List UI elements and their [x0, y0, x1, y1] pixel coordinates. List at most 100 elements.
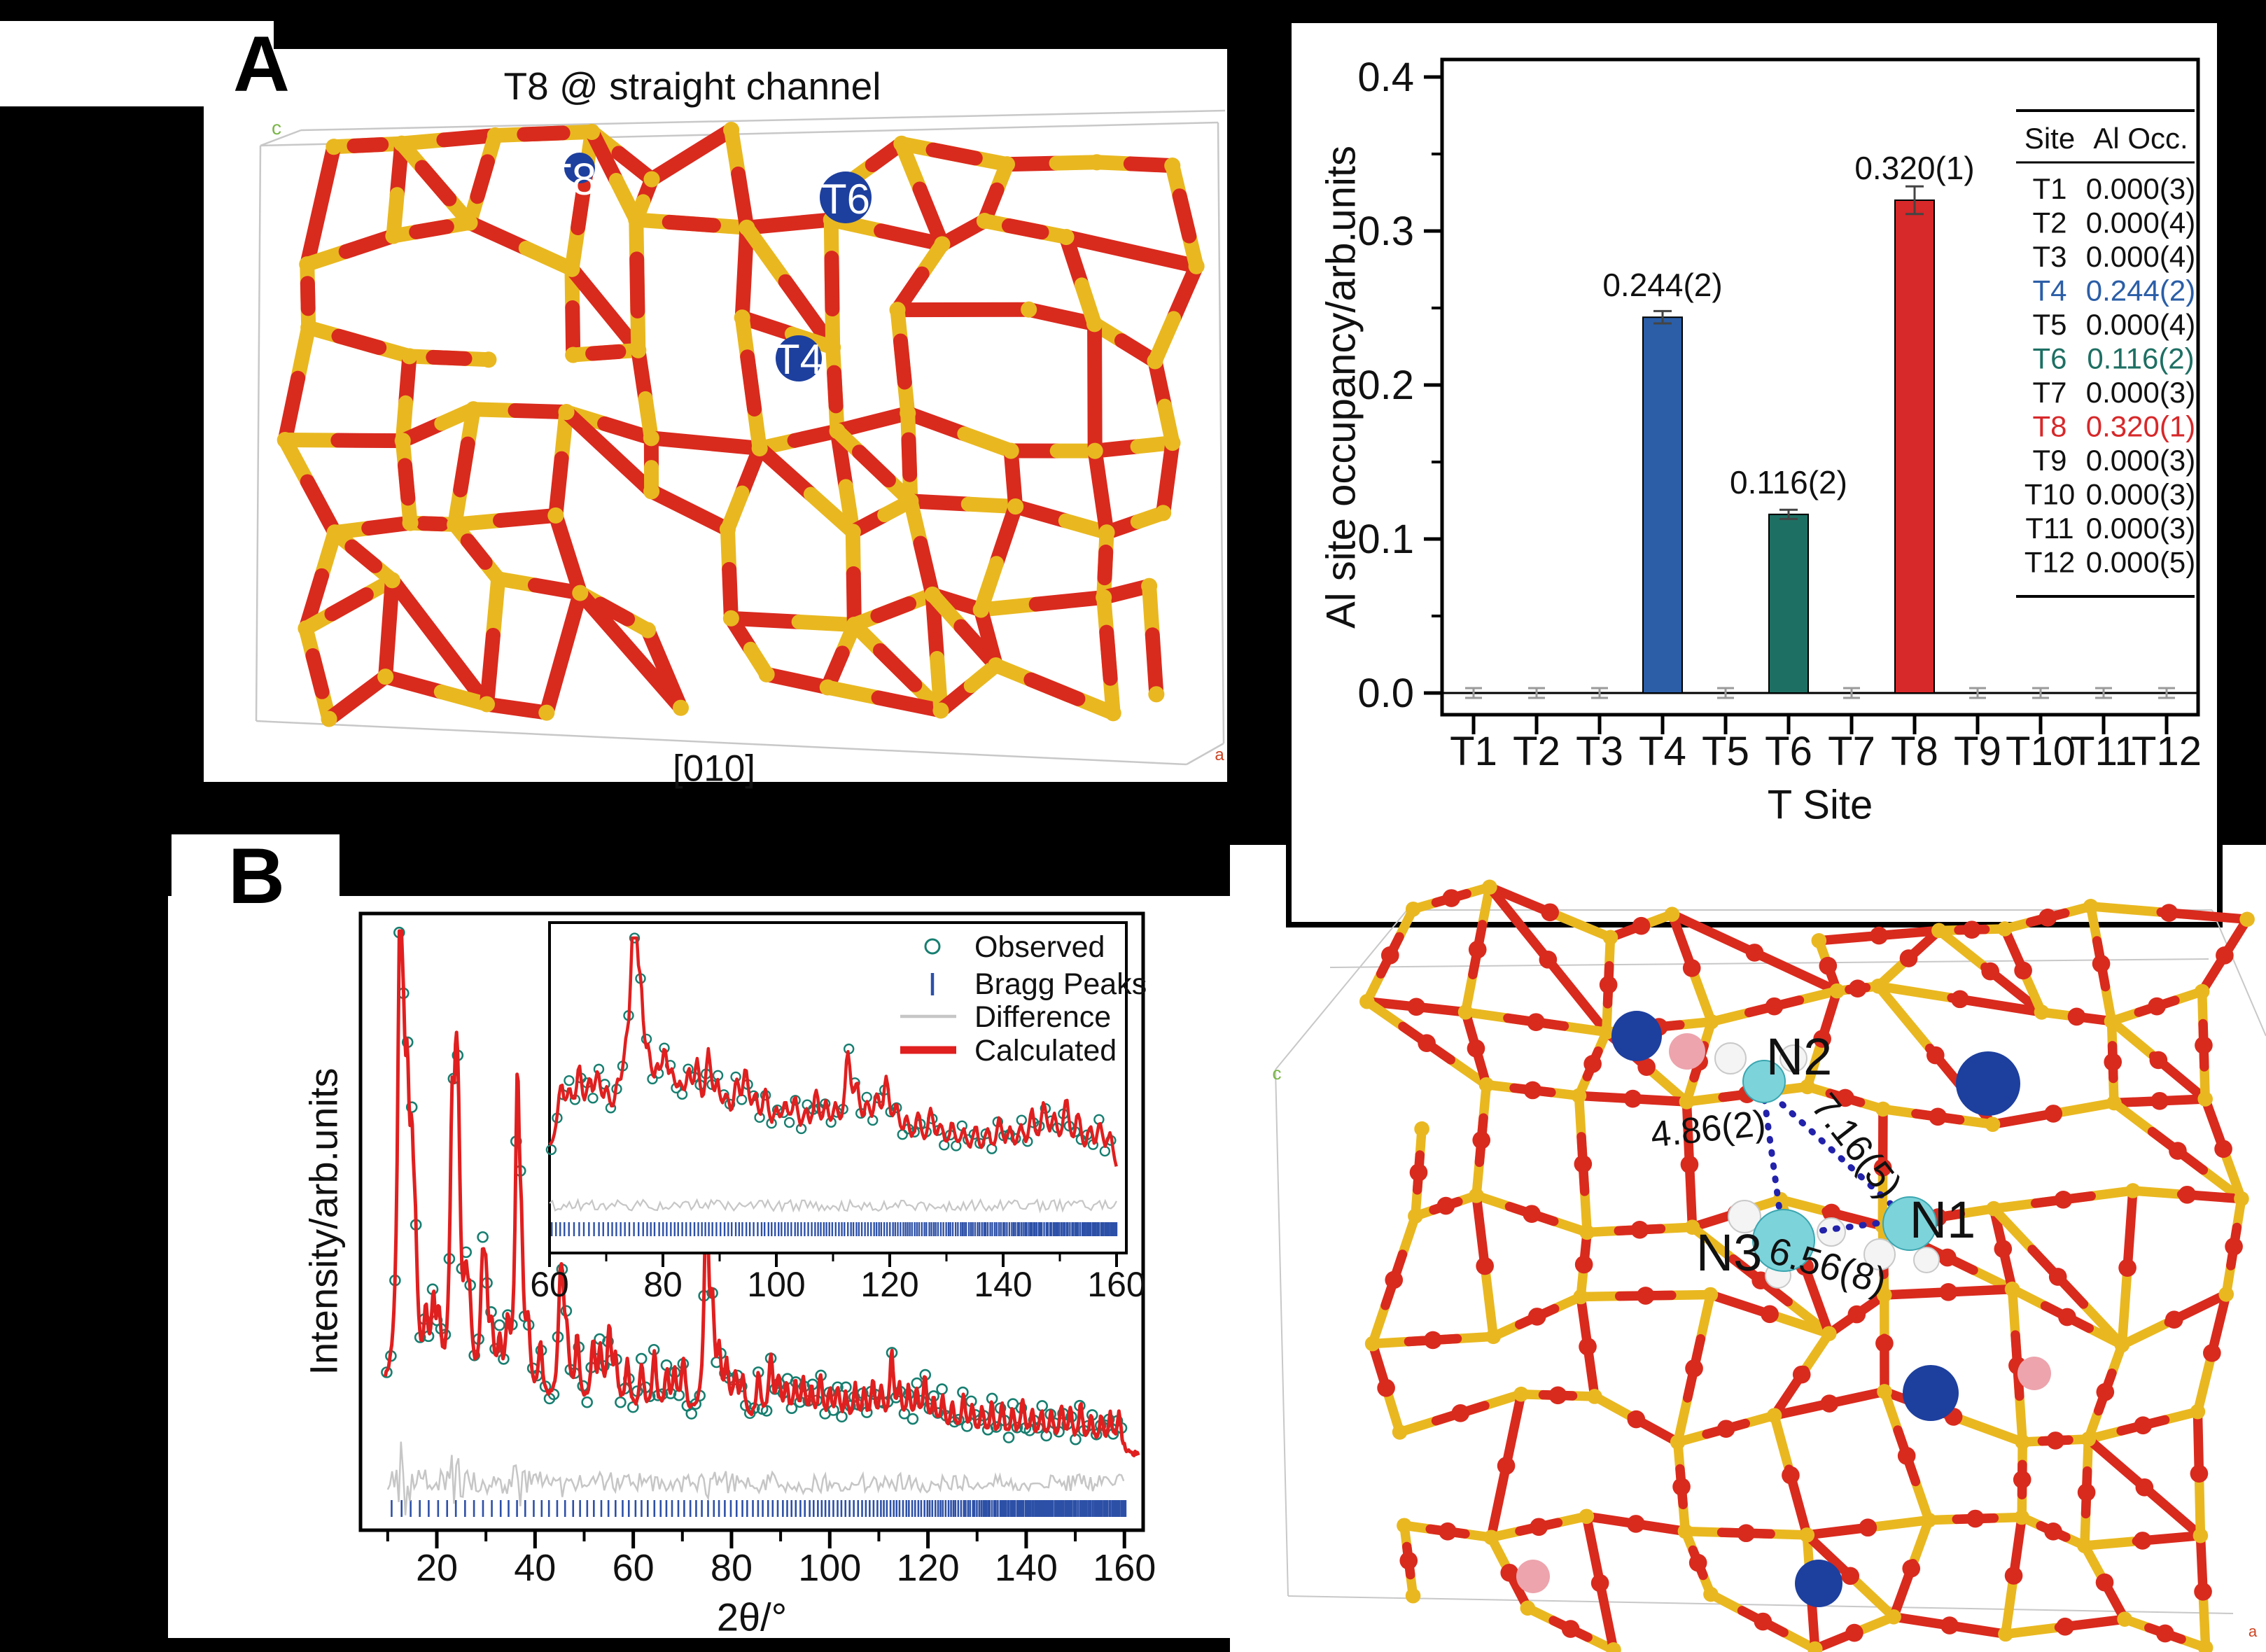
silicon-node: [1602, 930, 1618, 946]
framework-bond: [300, 139, 342, 272]
silicon-node: [1155, 505, 1172, 522]
framework-bond: [1551, 910, 1616, 942]
framework-bond: [973, 556, 1004, 617]
silicon-node: [1800, 1079, 1815, 1095]
silicon-node: [998, 156, 1016, 173]
y-tick-label: 0.3: [1357, 209, 1414, 254]
framework-bond: [2117, 1317, 2174, 1350]
t8-site-label: T8: [545, 154, 597, 204]
table-cell-site: T12: [2024, 546, 2075, 579]
observed-point: [635, 1352, 648, 1365]
silicon-node: [739, 219, 755, 236]
silicon-node: [1058, 229, 1075, 246]
unit-cell-edge: [1217, 122, 1225, 744]
framework-bond: [398, 458, 416, 506]
xrd-x-axis-label: 2θ/°: [716, 1595, 788, 1639]
framework-bond: [305, 648, 330, 699]
framework-bond: [321, 669, 393, 727]
oxygen-ball: [1845, 1623, 1863, 1642]
silicon-node: [384, 572, 400, 589]
framework-bond: [973, 602, 1004, 673]
oxygen-ball: [1497, 1457, 1516, 1475]
table-cell-occ: 0.244(2): [2086, 274, 2195, 307]
axis-c-label: c: [1273, 1063, 1282, 1084]
framework-bond: [1873, 981, 1957, 1003]
oxygen-ball: [2077, 1483, 2096, 1502]
oxygen-ball: [1716, 1420, 1735, 1438]
oxygen-ball: [1782, 1466, 1800, 1485]
silicon-node: [1483, 1530, 1499, 1546]
hydrogen-sphere: [1863, 1238, 1896, 1270]
silicon-node: [1098, 524, 1115, 541]
oxygen-ball: [1859, 1518, 1877, 1537]
oxygen-ball: [1500, 1563, 1519, 1582]
inset-x-tick-label: 60: [530, 1265, 569, 1304]
framework-bond: [925, 142, 983, 166]
silicon-node: [630, 342, 647, 358]
oxygen-ball: [2092, 954, 2111, 973]
oxygen-ball: [1897, 1446, 1916, 1465]
oxygen-ball: [2044, 1522, 2062, 1541]
framework-bond: [2117, 1270, 2132, 1350]
silicon-node: [900, 405, 916, 421]
silicon-node: [1021, 301, 1037, 318]
oxygen-ball: [1737, 1524, 1756, 1543]
framework-bond: [462, 215, 533, 256]
table-cell-occ: 0.000(4): [2086, 206, 2195, 239]
unit-cell-edge: [256, 720, 1187, 766]
hydrogen-sphere: [1817, 1217, 1846, 1247]
oxygen-ball: [2148, 997, 2166, 1016]
oxygen-ball: [1939, 1282, 1958, 1301]
silicon-node: [377, 668, 394, 685]
framework-bond: [330, 433, 410, 449]
oxygen-ball: [2133, 1532, 2152, 1550]
oxygen-ball: [2160, 904, 2178, 922]
oxygen-ball: [2195, 1036, 2213, 1055]
framework-bond: [872, 643, 923, 692]
x-tick-label: T7: [1828, 729, 1875, 774]
silicon-node: [1875, 1101, 1891, 1117]
x-tick-label: 160: [1093, 1547, 1156, 1589]
panel-b-label: B: [228, 832, 285, 920]
oxygen-ball: [1561, 1620, 1580, 1638]
oxygen-ball: [1523, 1081, 1542, 1100]
observed-point: [990, 1421, 1002, 1433]
table-cell-site: T1: [2032, 172, 2066, 205]
oxygen-ball: [1836, 1088, 1854, 1107]
framework-bond: [426, 349, 473, 366]
silicon-node: [1148, 686, 1165, 703]
silicon-node: [2106, 1095, 2122, 1111]
framework-bond: [1770, 1311, 1834, 1338]
framework-bond: [870, 596, 917, 624]
silicon-node: [1513, 1386, 1529, 1402]
silicon-node: [385, 227, 402, 244]
oxygen-ball: [2135, 1478, 2154, 1497]
silicon-node: [2197, 1640, 2213, 1652]
observed-point: [581, 1396, 593, 1408]
framework-bond: [893, 333, 912, 390]
framework-bond: [384, 573, 494, 712]
silicon-node: [2114, 1337, 2130, 1353]
framework-bond: [846, 566, 862, 633]
silicon-node: [2234, 1191, 2249, 1207]
framework-bond: [643, 430, 767, 456]
panel-a-structure-area: [204, 49, 1227, 782]
observed-point: [907, 1413, 919, 1425]
table-cell-site: T10: [2024, 478, 2075, 511]
oxygen-ball: [1875, 1334, 1894, 1352]
oxygen-ball: [1476, 1256, 1494, 1275]
silicon-node: [751, 440, 768, 457]
silicon-node: [1359, 993, 1375, 1009]
unit-cell-edge: [2211, 909, 2266, 1037]
n2-label: N2: [1766, 1028, 1833, 1086]
oxygen-ball: [1574, 1155, 1593, 1173]
oxygen-ball: [1399, 1551, 1418, 1570]
oxygen-ball: [2149, 1051, 2168, 1070]
framework-bond: [734, 220, 755, 326]
oxygen-ball: [1472, 1130, 1491, 1149]
framework-bond: [347, 137, 389, 153]
oxygen-ball: [1754, 1612, 1772, 1631]
framework-bond: [1001, 218, 1049, 240]
legend-observed-label: Observed: [974, 930, 1105, 964]
oxygen-ball: [1590, 1574, 1609, 1592]
